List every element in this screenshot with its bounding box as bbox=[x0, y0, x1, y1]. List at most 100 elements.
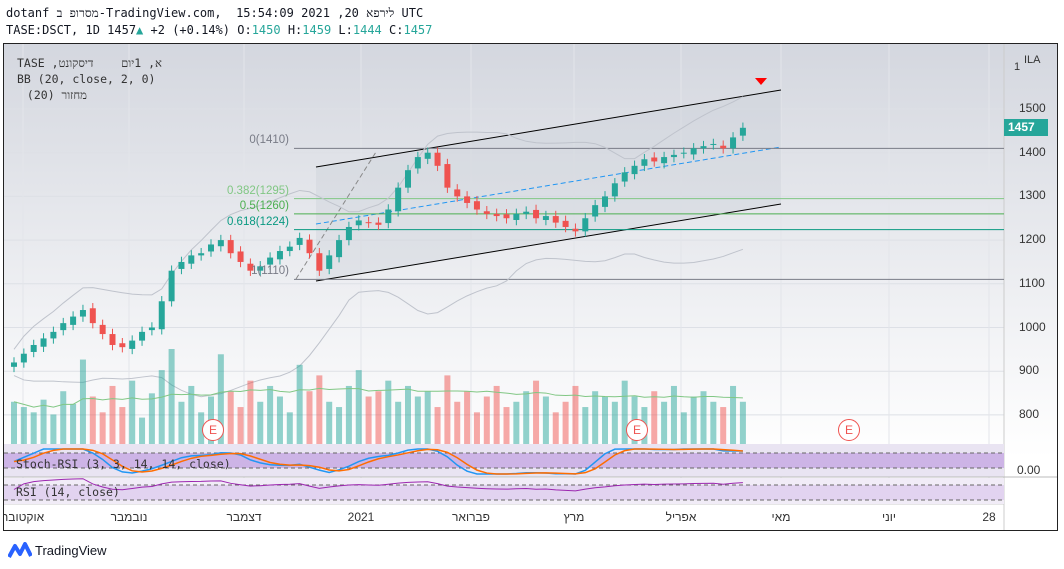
volume-bar bbox=[444, 375, 451, 444]
chart-canvas[interactable] bbox=[4, 44, 1058, 531]
volume-bar bbox=[99, 412, 106, 444]
candle-body bbox=[641, 159, 648, 166]
candle-body bbox=[414, 157, 421, 169]
volume-bar bbox=[89, 396, 96, 444]
volume-bar bbox=[168, 349, 175, 444]
candle-body bbox=[523, 211, 530, 214]
candle-body bbox=[513, 213, 520, 220]
high-value: 1459 bbox=[302, 23, 332, 37]
price-tick: 1100 bbox=[1019, 275, 1045, 290]
h-label: H: bbox=[287, 23, 303, 37]
candle-body bbox=[296, 237, 303, 245]
candle-body bbox=[720, 145, 727, 149]
candle-body bbox=[79, 310, 86, 317]
candle-body bbox=[592, 205, 599, 217]
rsi-line bbox=[13, 478, 743, 492]
volume-bar bbox=[326, 401, 333, 444]
volume-bar bbox=[276, 396, 283, 444]
volume-bar bbox=[316, 375, 323, 444]
volume-bar bbox=[414, 396, 421, 444]
volume-bar bbox=[710, 401, 717, 444]
candle-body bbox=[552, 216, 559, 223]
chart-title: dotanf מסרופ ב-TradingView.com, לירפא 20… bbox=[6, 6, 424, 20]
candle-body bbox=[611, 183, 618, 197]
fib-level-label: 0(1410) bbox=[249, 134, 289, 147]
volume-bar bbox=[365, 396, 372, 444]
legend-volume: (20) מחזור bbox=[20, 88, 87, 102]
last-price-badge: 1457 bbox=[1004, 119, 1048, 136]
candle-body bbox=[739, 127, 746, 136]
volume-bar bbox=[454, 401, 461, 444]
price-tick: 800 bbox=[1019, 406, 1040, 421]
candle-body bbox=[306, 239, 313, 254]
volume-bar bbox=[11, 401, 17, 444]
volume-bar bbox=[375, 391, 382, 444]
channel-upper bbox=[315, 89, 782, 168]
candle-body bbox=[168, 270, 175, 302]
volume-bar bbox=[286, 412, 293, 444]
volume-bar bbox=[355, 370, 362, 444]
stoch-d-line bbox=[13, 448, 743, 475]
candle-body bbox=[139, 331, 146, 341]
volume-bar bbox=[473, 412, 480, 444]
volume-bar bbox=[493, 385, 500, 444]
stoch-value: 0.00 bbox=[1017, 463, 1041, 477]
volume-bar bbox=[60, 391, 67, 444]
price-tick: 1200 bbox=[1019, 232, 1046, 247]
earnings-event-icon[interactable]: E bbox=[626, 419, 648, 441]
volume-bar bbox=[680, 412, 687, 444]
candle-body bbox=[326, 255, 333, 269]
candle-body bbox=[680, 152, 687, 154]
volume-bar bbox=[582, 407, 589, 444]
candle-body bbox=[542, 216, 549, 220]
candle-body bbox=[582, 218, 589, 232]
candle-body bbox=[602, 196, 608, 207]
volume-bar bbox=[405, 385, 411, 444]
candle-body bbox=[286, 246, 293, 252]
volume-bar bbox=[257, 401, 264, 444]
volume-bar bbox=[79, 359, 86, 444]
candle-body bbox=[267, 257, 274, 265]
candle-body bbox=[661, 157, 668, 164]
time-tick: אוקטובר bbox=[3, 510, 45, 524]
price-tick: 1300 bbox=[1019, 188, 1046, 203]
candle-body bbox=[473, 201, 480, 210]
stoch-k-line bbox=[13, 448, 743, 475]
volume-bar bbox=[50, 414, 57, 444]
candle-body bbox=[493, 213, 500, 217]
tradingview-logo[interactable]: TradingView bbox=[8, 542, 107, 558]
earnings-event-icon[interactable]: E bbox=[838, 419, 860, 441]
candle-body bbox=[217, 240, 224, 247]
candle-body bbox=[316, 253, 323, 271]
volume-bar bbox=[562, 401, 569, 444]
close-value: 1457 bbox=[403, 23, 433, 37]
candle-body bbox=[464, 196, 471, 203]
earnings-event-icon[interactable]: E bbox=[202, 419, 224, 441]
candle-body bbox=[247, 263, 254, 271]
ohlc-line: TASE:DSCT, 1D 1457▲ +2 (+0.14%) O:1450 H… bbox=[6, 23, 432, 37]
candle-body bbox=[710, 143, 717, 145]
volume-bar bbox=[464, 391, 471, 444]
open-value: 1450 bbox=[251, 23, 281, 37]
axis-top: 1 bbox=[1014, 61, 1021, 73]
candle-body bbox=[129, 340, 136, 349]
candle-body bbox=[208, 244, 214, 252]
chart-frame[interactable]: TASE ,א, 1יום דיסקונט BB (20, close, 2, … bbox=[3, 43, 1058, 531]
volume-bar bbox=[483, 396, 490, 444]
candle-body bbox=[50, 331, 57, 339]
volume-bar bbox=[700, 391, 707, 444]
up-arrow-icon: ▲ bbox=[136, 23, 144, 37]
volume-bar bbox=[267, 385, 274, 444]
candle-body bbox=[99, 324, 106, 335]
candle-body bbox=[11, 362, 17, 367]
channel-lower bbox=[315, 203, 782, 282]
volume-bar bbox=[395, 401, 402, 444]
c-label: C: bbox=[389, 23, 404, 37]
volume-bar bbox=[651, 391, 658, 444]
candle-body bbox=[70, 316, 77, 325]
candle-body bbox=[227, 240, 234, 254]
brand-name: TradingView bbox=[35, 542, 107, 558]
candle-body bbox=[89, 308, 96, 324]
fib-level-label: 0.5(1260) bbox=[239, 199, 289, 212]
l-label: L: bbox=[338, 23, 353, 37]
